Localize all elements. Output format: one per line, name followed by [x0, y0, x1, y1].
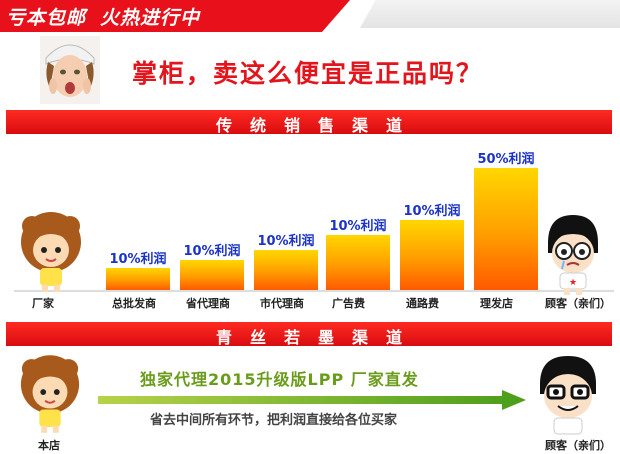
banner-text: 亏本包邮 火热进行中: [6, 3, 200, 30]
profit-value-label: 10%利润: [183, 244, 241, 259]
profit-value-label: 10%利润: [403, 204, 461, 219]
surprised-woman-image: [40, 36, 100, 104]
axis-line: [14, 290, 614, 292]
banner-left-text: 亏本包邮: [6, 7, 87, 29]
top-banner: 亏本包邮 火热进行中: [0, 0, 620, 32]
shop-girl-cartoon-icon: [20, 355, 80, 433]
section-bar-direct: 青丝若墨渠道: [6, 322, 612, 347]
banner-right-text: 火热进行中: [100, 7, 201, 29]
section-title-traditional: 传统销售渠道: [215, 116, 420, 135]
category-label: 理发店: [480, 297, 513, 310]
promo-text: 独家代理2015升级版LPP 厂家直发: [140, 370, 419, 389]
section-bar-traditional: 传统销售渠道: [6, 110, 612, 135]
profit-value-label: 50%利润: [477, 152, 535, 167]
profit-value-label: 10%利润: [257, 234, 315, 249]
banner-grey-strip: [360, 0, 620, 28]
profit-bar: [180, 260, 244, 290]
slogan-text: 省去中间所有环节，把利润直接给各位买家: [150, 413, 398, 428]
category-label: 总批发商: [112, 297, 156, 310]
banner-red-strip: [0, 0, 350, 32]
category-label: 通路费: [406, 297, 439, 310]
category-label: 市代理商: [260, 297, 304, 310]
profit-value-label: 10%利润: [109, 252, 167, 267]
profit-chain-chart: 10%利润总批发商 10%利润省代理商 10%利润市代理商 10%利润广告费 10%利润…: [0, 134, 620, 324]
customer-label: 顾客（亲们）: [545, 439, 611, 452]
crying-customer-icon: ★: [548, 215, 598, 295]
profit-bar: [474, 168, 538, 290]
category-label: 广告费: [332, 297, 365, 310]
profit-value-label: 10%利润: [329, 219, 387, 234]
profit-bar: [106, 268, 170, 290]
happy-customer-icon: [540, 356, 596, 435]
chain-end-label: 顾客（亲们）: [545, 297, 611, 310]
svg-text:★: ★: [569, 278, 577, 288]
shop-label: 本店: [38, 439, 60, 452]
headline: 掌柜，卖这么便宜是正品吗？: [132, 59, 484, 88]
chain-start-label: 厂家: [32, 297, 54, 310]
section-title-direct: 青丝若墨渠道: [215, 328, 420, 347]
category-label: 省代理商: [186, 297, 230, 310]
direct-arrow-icon: [98, 390, 526, 410]
profit-bar: [400, 220, 464, 290]
profit-bar: [254, 250, 318, 290]
girl-cartoon-icon: [21, 212, 81, 292]
profit-bar: [326, 235, 390, 290]
